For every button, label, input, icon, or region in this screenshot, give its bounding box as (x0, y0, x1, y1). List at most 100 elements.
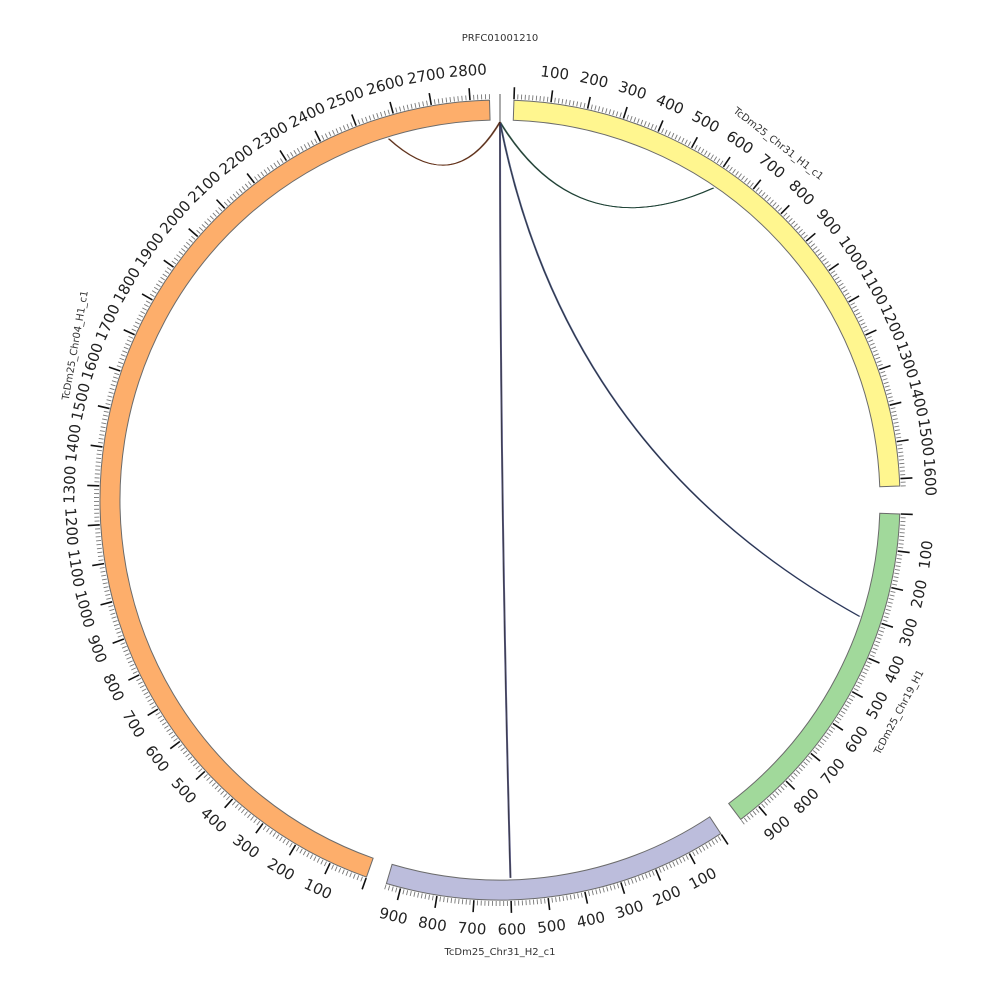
minor-tick (808, 240, 813, 245)
minor-tick (126, 656, 132, 660)
minor-tick (102, 418, 108, 421)
tick-label-tcdm25-chr31-h1-c1: 800 (785, 176, 818, 209)
major-tick (389, 101, 394, 114)
minor-tick (877, 633, 883, 637)
link-tcdm25-chr31-h1-c1 (500, 121, 715, 208)
minor-tick (262, 825, 267, 831)
minor-tick (111, 380, 117, 383)
link-tcdm25-chr19-h1 (500, 121, 861, 617)
minor-tick (418, 102, 421, 108)
minor-tick (125, 343, 131, 346)
minor-tick (334, 866, 338, 872)
minor-tick (793, 223, 798, 228)
minor-tick (299, 848, 303, 854)
minor-tick (842, 289, 848, 293)
tick-label-tcdm25-chr04-h1-c1: 1800 (110, 264, 145, 306)
minor-tick (862, 671, 868, 675)
minor-tick (638, 876, 641, 882)
major-tick (112, 638, 125, 644)
major-tick (657, 120, 664, 132)
minor-tick (220, 790, 225, 795)
minor-tick (151, 290, 157, 294)
minor-tick (601, 107, 604, 113)
minor-tick (788, 778, 793, 783)
minor-tick (824, 735, 829, 740)
minor-tick (808, 755, 813, 760)
minor-tick (783, 212, 788, 217)
major-tick (828, 262, 840, 272)
minor-tick (844, 292, 850, 296)
minor-tick (206, 218, 212, 223)
minor-tick (855, 312, 861, 316)
minor-tick (116, 631, 122, 634)
minor-tick (161, 721, 167, 726)
minor-tick (346, 123, 350, 129)
tick-label-tcdm25-chr04-h1-c1: 1300 (60, 465, 79, 504)
minor-tick (417, 892, 420, 898)
minor-tick (323, 861, 327, 867)
minor-tick (838, 713, 844, 718)
minor-tick (395, 887, 398, 893)
minor-tick (769, 199, 774, 204)
minor-tick (105, 403, 111, 406)
minor-tick (662, 866, 666, 872)
tick-label-tcdm25-chr19-h1: 500 (862, 688, 892, 722)
tick-label-tcdm25-chr04-h1-c1: 2200 (216, 141, 257, 179)
minor-tick (546, 96, 549, 102)
ideogram-tcdm25-chr31-h1-c1 (512, 99, 901, 488)
segment-name-tcdm25-chr31-h2-c1: TcDm25_Chr31_H2_c1 (444, 947, 556, 958)
major-tick (865, 329, 877, 336)
minor-tick (244, 183, 249, 189)
minor-tick (801, 231, 806, 236)
major-tick (434, 895, 438, 908)
minor-tick (594, 105, 597, 111)
minor-tick (877, 363, 883, 367)
minor-tick (420, 893, 423, 899)
tick-label-tcdm25-chr04-h1-c1: 700 (118, 707, 148, 741)
minor-tick (862, 325, 868, 329)
minor-tick (332, 129, 335, 135)
major-tick (97, 405, 110, 410)
minor-tick (747, 180, 751, 185)
minor-tick (446, 897, 449, 903)
minor-tick (431, 895, 434, 901)
major-tick (897, 550, 910, 554)
minor-tick (293, 149, 297, 155)
major-tick (785, 780, 796, 791)
minor-tick (644, 121, 647, 127)
minor-tick (866, 335, 872, 339)
minor-tick (619, 112, 622, 118)
tick-label-tcdm25-chr31-h2-c1: 100 (686, 864, 720, 893)
minor-tick (309, 854, 313, 860)
minor-tick (853, 688, 859, 692)
minor-tick (883, 381, 889, 385)
tick-label-tcdm25-chr31-h1-c1: 900 (813, 205, 845, 238)
minor-tick (893, 576, 899, 579)
minor-tick (192, 762, 198, 767)
minor-tick (640, 119, 644, 125)
minor-tick (892, 414, 898, 417)
minor-tick (201, 224, 206, 229)
minor-tick (122, 350, 128, 354)
minor-tick (96, 539, 102, 542)
minor-tick (897, 554, 903, 556)
minor-tick (883, 615, 889, 619)
minor-tick (341, 869, 345, 875)
minor-tick (266, 167, 271, 172)
minor-tick (568, 100, 571, 106)
major-tick (428, 92, 433, 106)
minor-tick (109, 387, 115, 391)
minor-tick (832, 273, 838, 277)
minor-tick (433, 99, 436, 105)
minor-tick (372, 114, 375, 120)
minor-tick (711, 840, 715, 845)
minor-tick (863, 668, 869, 671)
minor-tick (357, 119, 361, 125)
minor-tick (153, 286, 159, 291)
minor-tick (872, 647, 878, 651)
major-tick (100, 601, 113, 606)
minor-tick (898, 546, 904, 549)
minor-tick (275, 834, 280, 840)
tick-label-tcdm25-chr04-h1-c1: 1600 (78, 341, 107, 383)
major-tick (832, 722, 844, 731)
